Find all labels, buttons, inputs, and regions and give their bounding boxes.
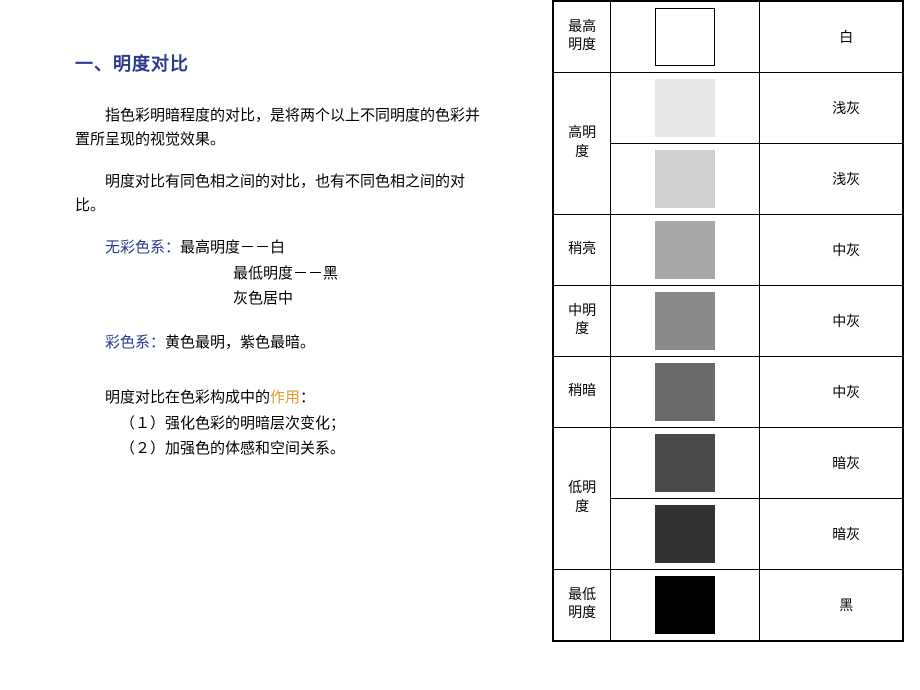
color-swatch (655, 8, 715, 66)
effects-block: 明度对比在色彩构成中的作用： （１）强化色彩的明暗层次变化； （２）加强色的体感… (105, 386, 485, 463)
table-row: 最高明度 白 (553, 1, 903, 73)
color-swatch (655, 576, 715, 634)
achromatic-line2: 最低明度－－黑 (233, 262, 485, 288)
table-row: 低明度暗灰 (553, 428, 903, 499)
color-name-cell: 暗灰 (760, 499, 903, 570)
color-swatch (655, 292, 715, 350)
achromatic-block: 无彩色系：最高明度－－白 最低明度－－黑 灰色居中 (105, 236, 485, 313)
chromatic-label: 彩色系： (105, 335, 165, 351)
achromatic-label: 无彩色系： (105, 240, 180, 256)
color-name-cell: 浅灰 (760, 144, 903, 215)
effects-title-pre: 明度对比在色彩构成中的 (105, 390, 270, 406)
color-name-cell: 暗灰 (760, 428, 903, 499)
color-swatch (655, 363, 715, 421)
group-label-cell: 低明度 (553, 428, 611, 570)
color-name-cell: 浅灰 (760, 73, 903, 144)
effects-item-2: （２）加强色的体感和空间关系。 (120, 437, 485, 463)
color-swatch (655, 221, 715, 279)
color-swatch (655, 79, 715, 137)
paragraph-definition: 指色彩明暗程度的对比，是将两个以上不同明度的色彩并置所呈现的视觉效果。 (75, 104, 485, 152)
swatch-cell (611, 73, 760, 144)
table-body: 最高明度白高明度浅灰浅灰稍亮中灰中明度中灰稍暗中灰低明度暗灰暗灰最低明度黑 (553, 1, 903, 641)
color-name-cell: 白 (760, 1, 903, 73)
achromatic-line1: 最高明度－－白 (180, 240, 285, 256)
group-label-cell: 最高明度 (553, 1, 611, 73)
color-name-cell: 中灰 (760, 215, 903, 286)
group-label-cell: 高明度 (553, 73, 611, 215)
color-name-cell: 中灰 (760, 286, 903, 357)
swatch-cell (611, 1, 760, 73)
group-label-cell: 最低明度 (553, 570, 611, 642)
table-row: 高明度浅灰 (553, 73, 903, 144)
effects-title-highlight: 作用 (270, 390, 300, 406)
group-label-cell: 稍暗 (553, 357, 611, 428)
color-swatch (655, 150, 715, 208)
swatch-cell (611, 499, 760, 570)
table-row: 中明度 中灰 (553, 286, 903, 357)
table-row: 最低明度 黑 (553, 570, 903, 642)
effects-item-1: （１）强化色彩的明暗层次变化； (120, 412, 485, 438)
table-row: 稍亮 中灰 (553, 215, 903, 286)
group-label-cell: 稍亮 (553, 215, 611, 286)
color-name-cell: 黑 (760, 570, 903, 642)
content-panel: 一、明度对比 指色彩明暗程度的对比，是将两个以上不同明度的色彩并置所呈现的视觉效… (75, 50, 485, 463)
swatch-cell (611, 570, 760, 642)
brightness-scale-table: 最高明度白高明度浅灰浅灰稍亮中灰中明度中灰稍暗中灰低明度暗灰暗灰最低明度黑 (552, 0, 904, 642)
chromatic-block: 彩色系：黄色最明，紫色最暗。 (105, 331, 485, 357)
achromatic-line3: 灰色居中 (233, 287, 485, 313)
swatch-cell (611, 428, 760, 499)
color-swatch (655, 505, 715, 563)
swatch-cell (611, 215, 760, 286)
color-swatch (655, 434, 715, 492)
swatch-cell (611, 286, 760, 357)
table-row: 稍暗 中灰 (553, 357, 903, 428)
effects-title: 明度对比在色彩构成中的作用： (105, 386, 485, 412)
section-title: 一、明度对比 (75, 50, 485, 76)
group-label-cell: 中明度 (553, 286, 611, 357)
swatch-cell (611, 144, 760, 215)
chromatic-line1: 黄色最明，紫色最暗。 (165, 335, 315, 351)
paragraph-types: 明度对比有同色相之间的对比，也有不同色相之间的对比。 (75, 170, 485, 218)
swatch-cell (611, 357, 760, 428)
effects-title-post: ： (300, 390, 315, 406)
color-name-cell: 中灰 (760, 357, 903, 428)
